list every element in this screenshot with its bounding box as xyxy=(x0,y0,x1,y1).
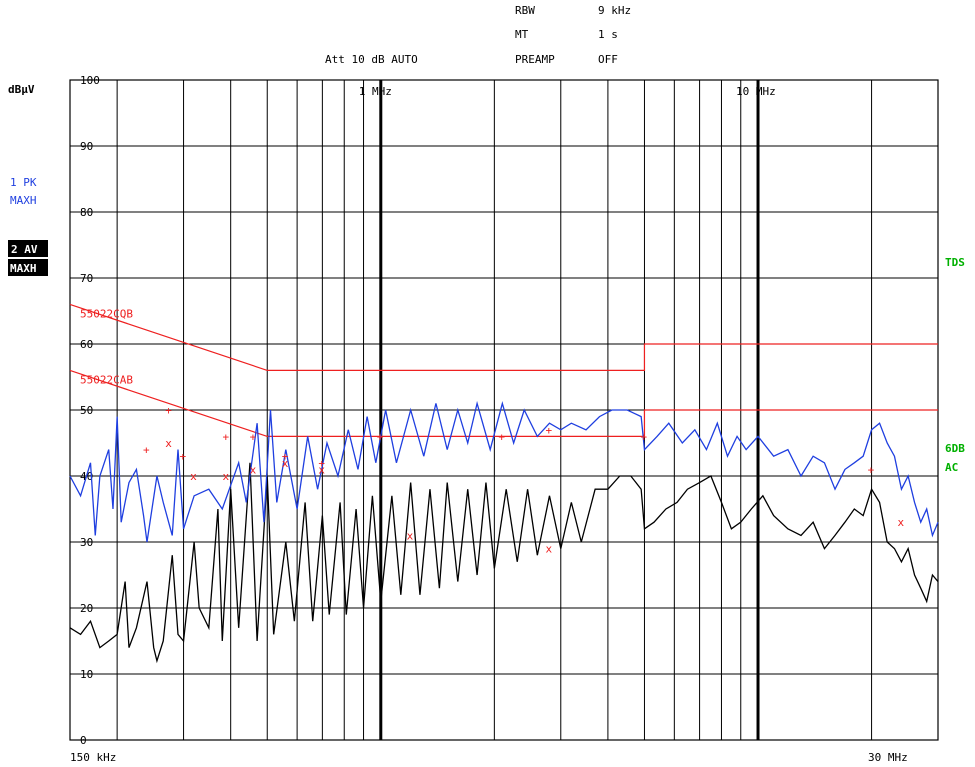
x-decade-label: 1 MHz xyxy=(359,85,392,98)
mt-label: MT xyxy=(515,28,529,41)
peak-marker-x: x xyxy=(897,516,904,529)
trace2-line2: MAXH xyxy=(10,262,37,275)
limit-line xyxy=(69,303,938,371)
limit-line-label: 55022CAB xyxy=(80,373,133,386)
peak-marker-x: x xyxy=(250,463,257,476)
att-label: Att 10 dB AUTO xyxy=(325,53,418,66)
limit-line-label: 55022CQB xyxy=(80,307,133,320)
y-tick-label: 10 xyxy=(80,668,93,681)
peak-marker-plus: + xyxy=(143,444,150,457)
x-end-label: 30 MHz xyxy=(868,751,908,764)
y-tick-label: 50 xyxy=(80,404,93,417)
trace1-line1: 1 PK xyxy=(10,176,37,189)
limit-line xyxy=(69,369,938,437)
rbw-label: RBW xyxy=(515,4,535,17)
peak-marker-plus: + xyxy=(250,430,257,443)
trace-line xyxy=(69,400,939,543)
peak-marker-plus: + xyxy=(868,463,875,476)
traces xyxy=(69,400,939,664)
6db-label: 6DB xyxy=(945,442,965,455)
peak-marker-plus: + xyxy=(545,424,552,437)
plot-grid xyxy=(69,79,939,741)
y-tick-label: 70 xyxy=(80,272,93,285)
y-tick-label: 90 xyxy=(80,140,93,153)
trace-line xyxy=(69,462,939,664)
peak-marker-plus: + xyxy=(165,404,172,417)
peak-marker-x: x xyxy=(282,457,289,470)
peak-marker-plus: + xyxy=(180,450,187,463)
trace2-badge-bg-2 xyxy=(8,259,48,276)
y-tick-label: 80 xyxy=(80,206,93,219)
preamp-value: OFF xyxy=(598,53,618,66)
peak-marker-plus: + xyxy=(318,457,325,470)
unit-label: dBµV xyxy=(8,83,35,96)
peak-marker-plus: + xyxy=(377,430,384,443)
peak-marker-plus: + xyxy=(223,430,230,443)
peak-marker-x: x xyxy=(407,529,414,542)
trace1-line2: MAXH xyxy=(10,194,37,207)
peak-marker-x: x xyxy=(190,470,197,483)
trace2-line1: 2 AV xyxy=(11,243,38,256)
limit-lines: 55022CQB 55022CAB xyxy=(69,303,938,437)
trace2-badge-bg xyxy=(8,240,48,257)
mt-value: 1 s xyxy=(598,28,618,41)
peak-marker-plus: + xyxy=(498,430,505,443)
x-decade-label: 10 MHz xyxy=(736,85,776,98)
rbw-value: 9 kHz xyxy=(598,4,631,17)
peak-marker-x: x xyxy=(318,463,325,476)
peak-marker-x: x xyxy=(545,543,552,556)
y-tick-label: 60 xyxy=(80,338,93,351)
y-tick-label: 20 xyxy=(80,602,93,615)
x-start-label: 150 kHz xyxy=(70,751,116,764)
peak-marker-x: x xyxy=(223,470,230,483)
y-tick-label: 0 xyxy=(80,734,87,747)
peak-marker-plus: + xyxy=(282,450,289,463)
peak-marker-x: x xyxy=(165,437,172,450)
peak-marker-plus: + xyxy=(640,430,647,443)
y-tick-label: 100 xyxy=(80,74,100,87)
y-tick-label: 30 xyxy=(80,536,93,549)
tds-label: TDS xyxy=(945,256,965,269)
x-axis-labels: 150 kHz 30 MHz 1 MHz 10 MHz xyxy=(70,85,908,764)
ac-label: AC xyxy=(945,461,958,474)
preamp-label: PREAMP xyxy=(515,53,555,66)
